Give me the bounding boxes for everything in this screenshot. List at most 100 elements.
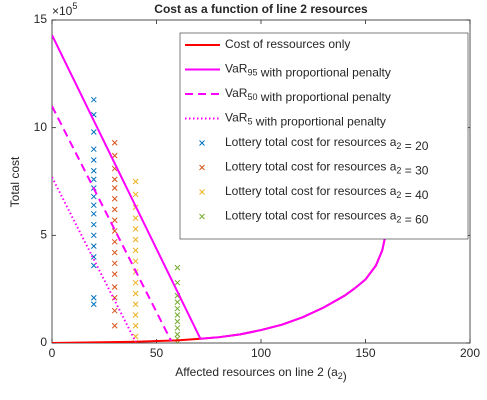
x-tick-label: 100 [251, 346, 271, 360]
text-part: Lottery total cost for resources a [225, 135, 397, 149]
scatter-marker [111, 284, 118, 290]
x-tick-label: 0 [49, 346, 56, 360]
text-part: ) [343, 369, 347, 383]
plot-content [52, 34, 388, 343]
scatter-marker [90, 243, 97, 249]
legend-swatch [199, 213, 205, 220]
scatter-marker [111, 206, 118, 213]
x-tick-label: 200 [460, 346, 480, 360]
text-part: with proportional penalty [257, 90, 390, 104]
legend-label: VaR95 with proportional penalty [225, 62, 391, 80]
scatter-marker [174, 279, 181, 286]
x-tick-label: 50 [150, 346, 164, 360]
scatter-marker [111, 228, 118, 234]
legend-swatch [199, 164, 205, 171]
scatter-marker [111, 238, 118, 245]
x-tick-label: 150 [355, 346, 375, 360]
scatter-marker [174, 305, 181, 312]
legend-label: VaR50 with proportional penalty [225, 86, 391, 104]
scatter-marker [111, 185, 118, 191]
scatter-marker [111, 260, 118, 267]
text-part: Affected resources on line 2 (a [175, 365, 338, 379]
scatter-marker [132, 312, 139, 318]
series-line [52, 176, 137, 343]
legend-label: Lottery total cost for resources a2 = 60 [225, 209, 429, 227]
scatter-marker [90, 146, 97, 153]
text-part: with proportional penalty [257, 66, 390, 80]
scatter-marker [111, 217, 118, 224]
legend-label: Lottery total cost for resources a2 = 40 [225, 184, 429, 202]
subscript: 5 [247, 117, 252, 127]
legend-swatch [199, 189, 205, 195]
text-part: Lottery total cost for resources a [225, 160, 397, 174]
scatter-marker [111, 176, 118, 183]
text-part: = 40 [401, 188, 428, 202]
scatter-marker [111, 139, 118, 146]
scatter-marker [90, 157, 97, 163]
text-part: = 60 [401, 213, 428, 227]
legend-label: Lottery total cost for resources a2 = 20 [225, 135, 429, 153]
y-tick-label: 0 [40, 335, 47, 349]
y-tick-label: 10 [34, 120, 48, 134]
x-axis-label: Affected resources on line 2 (a2) [175, 365, 347, 383]
scatter-marker [111, 271, 118, 277]
text-part: = 20 [401, 139, 428, 153]
scatter-marker [132, 247, 139, 254]
scatter-marker [90, 221, 97, 228]
scatter-marker [132, 322, 139, 329]
scatter-marker [132, 301, 139, 308]
subscript: 2 [396, 215, 401, 225]
superscript: 5 [72, 1, 77, 11]
text-part: with proportional penalty [252, 115, 385, 129]
scatter-marker [174, 325, 181, 331]
y-tick-label: 15 [34, 12, 48, 26]
series-line [52, 34, 388, 340]
series-line [52, 230, 388, 343]
scatter-marker [111, 249, 118, 256]
subscript: 2 [396, 166, 401, 176]
text-part: Lottery total cost for resources a [225, 184, 397, 198]
scatter-marker [90, 210, 97, 217]
scatter-marker [174, 318, 181, 325]
scatter-marker [132, 215, 139, 221]
text-part: Lottery total cost for resources a [225, 209, 397, 223]
scatter-marker [90, 193, 97, 200]
legend-swatch [199, 140, 205, 146]
text-part: VaR [225, 62, 248, 76]
scatter-marker [111, 307, 118, 314]
y-tick-label: 5 [40, 228, 47, 242]
subscript: 2 [338, 371, 343, 381]
scatter-marker [90, 176, 97, 183]
scatter-marker [90, 294, 97, 301]
y-multiplier: ×105 [52, 1, 77, 18]
subscript: 50 [247, 92, 257, 102]
scatter-marker [90, 202, 97, 209]
legend-label: Lottery total cost for resources a2 = 30 [225, 160, 429, 178]
y-axis-label: Total cost [8, 156, 22, 207]
legend-label: VaR5 with proportional penalty [225, 111, 386, 129]
scatter-marker [132, 236, 139, 243]
text-part: ×10 [52, 4, 73, 18]
scatter-marker [174, 299, 181, 305]
scatter-marker [90, 96, 97, 103]
scatter-marker [132, 178, 139, 185]
scatter-marker [132, 279, 139, 286]
scatter-marker [174, 331, 181, 338]
scatter-marker [90, 167, 97, 174]
subscript: 95 [247, 68, 257, 78]
subscript: 2 [396, 141, 401, 151]
scatter-marker [132, 258, 139, 265]
scatter-marker [90, 254, 97, 260]
text-part: VaR [225, 111, 248, 125]
legend-label: Cost of ressources only [225, 37, 350, 51]
scatter-marker [132, 226, 139, 232]
scatter-marker [132, 191, 139, 198]
subscript: 2 [396, 190, 401, 200]
scatter-marker [174, 312, 181, 318]
series-line [52, 105, 173, 342]
scatter-marker [111, 195, 118, 202]
scatter-marker [111, 152, 118, 159]
text-part: = 30 [401, 164, 428, 178]
text-part: Cost of ressources only [225, 37, 350, 51]
